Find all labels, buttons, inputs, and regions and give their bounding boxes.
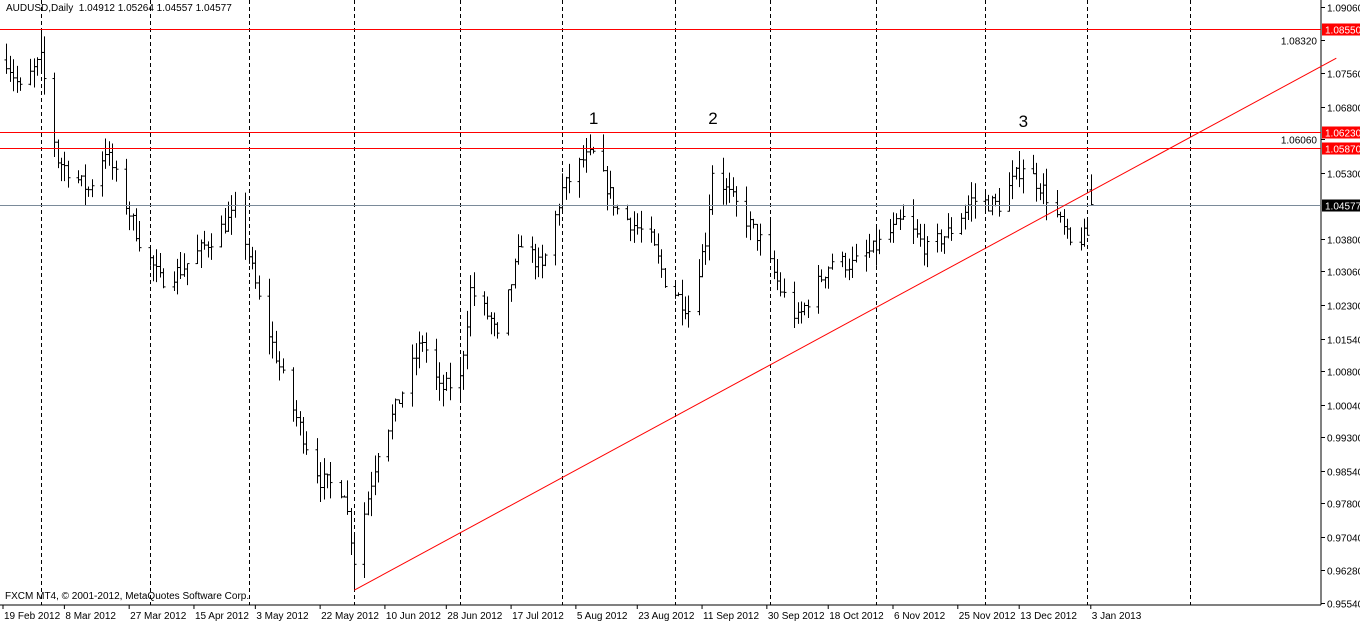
x-tick-label: 19 Feb 2012	[4, 611, 61, 622]
open-value: 1.04912	[78, 3, 115, 14]
x-tick-label: 18 Oct 2012	[829, 611, 884, 622]
x-tick-label: 30 Sep 2012	[768, 611, 825, 622]
price-tag-label: 1.05870	[1325, 145, 1360, 156]
peak-label-2: 2	[708, 108, 718, 128]
y-tick-label: 1.00040	[1327, 402, 1360, 413]
horizontal-line-tag	[1322, 23, 1360, 36]
current-price-tag	[1322, 199, 1360, 212]
y-tick-label: 0.97800	[1327, 500, 1360, 511]
low-value: 1.04557	[156, 3, 193, 14]
y-tick-label: 1.00800	[1327, 368, 1360, 379]
y-tick-label: 0.99300	[1327, 434, 1360, 445]
y-tick-label: 1.02300	[1327, 302, 1360, 313]
x-tick-label: 10 Jun 2012	[386, 611, 441, 622]
symbol-title: AUDUSD,Daily	[6, 3, 74, 14]
y-tick-label: 1.06060	[1281, 136, 1318, 147]
x-tick-label: 28 Jun 2012	[447, 611, 502, 622]
x-tick-label: 3 Jan 2013	[1092, 611, 1142, 622]
x-tick-label: 23 Aug 2012	[638, 611, 695, 622]
x-tick-label: 27 Mar 2012	[130, 611, 187, 622]
y-tick-label: 1.03060	[1327, 268, 1360, 279]
peak-label-3: 3	[1018, 112, 1029, 132]
price-tag-label: 1.08550	[1325, 26, 1360, 37]
horizontal-line-tag	[1322, 126, 1360, 139]
x-tick-label: 13 Dec 2012	[1020, 611, 1077, 622]
peak-label-1: 1	[588, 108, 599, 128]
x-tick-label: 6 Nov 2012	[894, 611, 946, 622]
x-tick-label: 15 Apr 2012	[195, 611, 249, 622]
price-tag-label: 1.06230	[1325, 129, 1360, 140]
y-tick-label: 0.96280	[1327, 567, 1360, 578]
chart-header: AUDUSD,Daily 1.04912 1.05264 1.04557 1.0…	[6, 3, 232, 14]
x-tick-label: 22 May 2012	[321, 611, 379, 622]
y-tick-label: 1.09060	[1327, 4, 1360, 15]
copyright-footer: FXCM MT4, © 2001-2012, MetaQuotes Softwa…	[5, 591, 250, 602]
y-tick-label: 0.95540	[1327, 600, 1360, 611]
horizontal-line-tag	[1322, 142, 1360, 155]
y-tick-label: 0.97040	[1327, 534, 1360, 545]
x-tick-label: 3 May 2012	[256, 611, 309, 622]
y-tick-label: 1.05300	[1327, 170, 1360, 181]
x-tick-label: 11 Sep 2012	[703, 611, 759, 622]
x-tick-label: 8 Mar 2012	[65, 611, 116, 622]
y-tick-label: 1.03800	[1327, 236, 1360, 247]
x-tick-label: 5 Aug 2012	[577, 611, 628, 622]
y-tick-label: 0.98540	[1327, 468, 1360, 479]
y-tick-label: 1.08320	[1281, 37, 1318, 48]
close-value: 1.04577	[195, 3, 232, 14]
y-tick-label: 1.07560	[1327, 70, 1360, 81]
x-tick-label: 25 Nov 2012	[959, 611, 1016, 622]
y-tick-label: 1.01540	[1327, 336, 1360, 347]
x-tick-label: 17 Jul 2012	[512, 611, 564, 622]
price-tag-label: 1.04577	[1325, 202, 1360, 213]
trendline	[353, 57, 1337, 591]
y-tick-label: 1.06800	[1327, 104, 1360, 115]
high-value: 1.05264	[117, 3, 154, 14]
